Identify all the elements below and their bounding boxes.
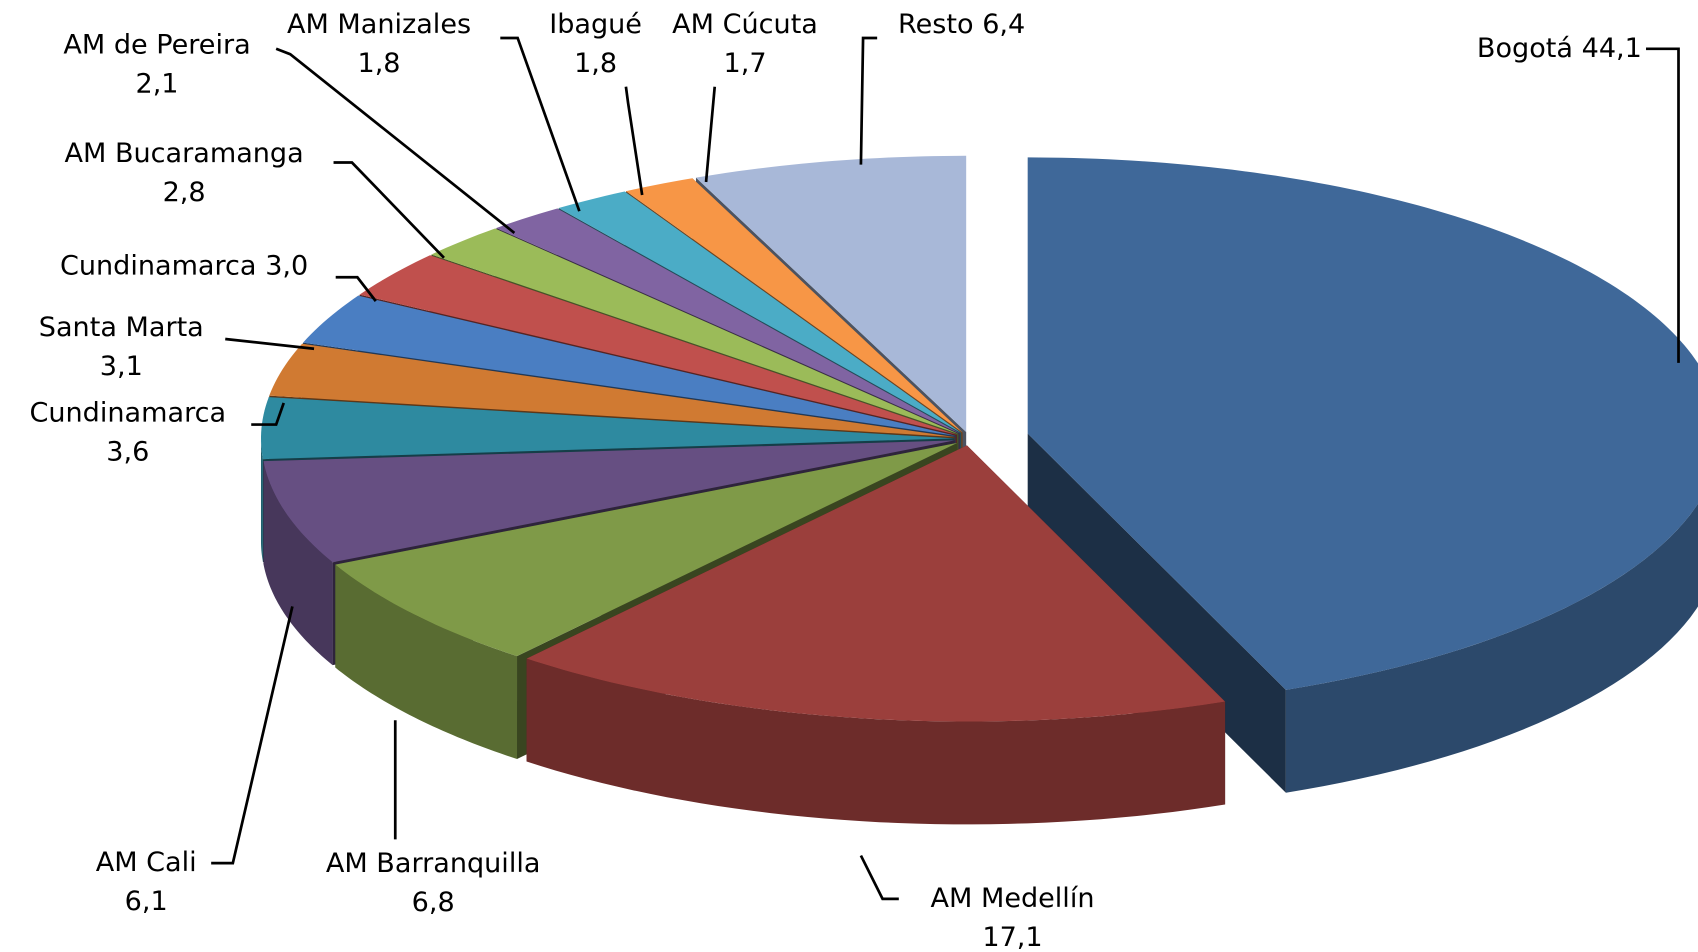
value-label: 6,1	[125, 886, 168, 917]
value-label: 1,8	[574, 47, 617, 78]
category-label: Resto	[898, 8, 974, 39]
category-label: Cundinamarca	[60, 250, 257, 281]
leader-line	[275, 47, 516, 234]
value-label: 6,4	[982, 8, 1025, 39]
value-label: 2,1	[135, 68, 178, 99]
data-label: Bogotá 44,1	[1477, 32, 1642, 63]
leader-line	[500, 36, 581, 212]
value-label: 3,0	[265, 250, 308, 281]
data-label: AM Barranquilla 6,8	[326, 848, 541, 918]
data-label: Cundinamarca 3,0	[60, 250, 308, 281]
leader-line	[624, 86, 644, 196]
data-label: Ibagué 1,8	[549, 8, 642, 78]
slice-wall	[1285, 503, 1698, 793]
data-label: AM de Pereira 2,1	[63, 29, 250, 99]
category-label: Ibagué	[549, 8, 642, 39]
value-label: 1,8	[357, 47, 400, 78]
slice-top	[261, 397, 955, 460]
value-label: 17,1	[982, 921, 1042, 952]
value-label: 3,6	[106, 436, 149, 467]
slice-top	[263, 440, 955, 563]
leader-line	[225, 337, 315, 351]
value-label: 1,7	[724, 47, 767, 78]
leader-line	[211, 606, 294, 865]
category-label: Cundinamarca	[29, 397, 226, 428]
leader-line	[859, 854, 899, 901]
slice-wall	[260, 438, 263, 562]
value-label: 6,8	[412, 887, 455, 918]
data-label: Resto 6,4	[898, 8, 1025, 39]
data-label: Cundinamarca 3,6	[29, 397, 226, 467]
slice-wall	[526, 658, 1226, 825]
data-label: AM Cali 6,1	[96, 847, 197, 917]
category-label: AM Manizales	[287, 8, 471, 39]
leader-line	[335, 275, 377, 302]
leader-line	[333, 161, 445, 259]
data-label: AM Bucaramanga 2,8	[64, 137, 303, 207]
slice-top	[359, 255, 957, 435]
leader-line	[704, 86, 717, 183]
leader-line	[251, 402, 285, 426]
category-label: Bogotá	[1477, 32, 1573, 63]
leader-line	[859, 36, 878, 165]
slice	[526, 445, 1226, 825]
slice-top	[1027, 157, 1698, 690]
data-label: AM Manizales 1,8	[287, 8, 471, 78]
value-label: 2,8	[163, 176, 206, 207]
slice-top	[695, 155, 967, 432]
value-label: 3,1	[100, 351, 143, 382]
slice-top	[269, 343, 955, 437]
category-label: AM Cúcuta	[672, 8, 818, 39]
slice-wall	[263, 461, 333, 666]
category-label: AM Cali	[96, 847, 197, 878]
category-label: AM Medellín	[931, 882, 1095, 913]
slice-top	[431, 228, 959, 434]
slice-top	[526, 445, 1226, 722]
data-label: AM Medellín 17,1	[931, 882, 1095, 952]
slice-top	[558, 191, 962, 433]
category-label: AM de Pereira	[63, 29, 250, 60]
value-label: 44,1	[1582, 32, 1642, 63]
slice-top	[496, 208, 960, 434]
leader-line	[1646, 47, 1680, 363]
data-label: Santa Marta 3,1	[39, 312, 204, 382]
slice-top	[626, 178, 963, 433]
slice-wall	[335, 564, 518, 760]
category-label: Santa Marta	[39, 312, 204, 343]
slice-top	[335, 442, 958, 657]
slice-top	[303, 295, 956, 436]
category-label: AM Barranquilla	[326, 848, 541, 879]
category-label: AM Bucaramanga	[64, 137, 303, 168]
data-label: AM Cúcuta 1,7	[672, 8, 818, 78]
